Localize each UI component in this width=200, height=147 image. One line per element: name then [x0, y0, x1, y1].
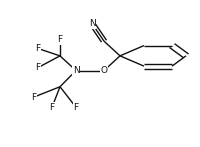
Text: F: F	[49, 103, 55, 112]
Text: F: F	[73, 103, 79, 112]
Text: N: N	[89, 19, 95, 28]
Text: N: N	[73, 66, 79, 75]
Text: F: F	[57, 35, 63, 44]
Text: F: F	[31, 92, 37, 102]
Text: F: F	[35, 44, 41, 53]
Text: O: O	[101, 66, 108, 75]
Text: F: F	[35, 63, 41, 72]
